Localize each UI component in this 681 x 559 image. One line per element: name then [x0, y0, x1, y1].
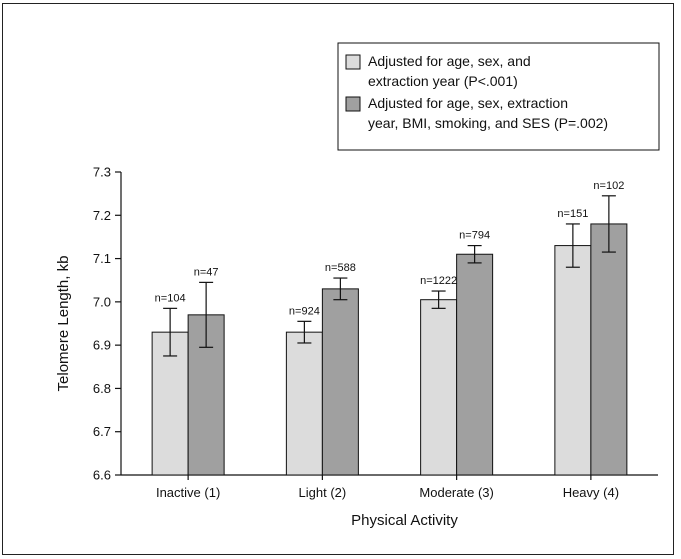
x-tick-label: Heavy (4) — [563, 485, 619, 500]
legend-box — [337, 42, 660, 151]
y-tick-label: 7.0 — [93, 294, 111, 309]
bar-2 — [590, 223, 628, 476]
y-ticks: 6.6 6.7 6.8 6.9 7.0 7.1 7.2 7.3 — [93, 165, 121, 483]
y-tick-label: 6.8 — [93, 381, 111, 396]
y-tick-label: 6.9 — [93, 338, 111, 353]
bars — [151, 223, 628, 476]
bar-1 — [420, 299, 458, 476]
legend-text: Adjusted for age, sex, extraction — [368, 95, 568, 111]
x-axis-title: Physical Activity — [351, 512, 458, 529]
y-tick-label: 6.7 — [93, 424, 111, 439]
bar-1 — [285, 331, 323, 476]
bar-2 — [321, 288, 359, 476]
legend-text: Adjusted for age, sex, and — [368, 53, 531, 69]
n-label: n=151 — [557, 208, 588, 220]
n-label: n=794 — [459, 230, 490, 242]
bar-2 — [456, 253, 494, 476]
x-tick-label: Inactive (1) — [156, 485, 220, 500]
n-label: n=588 — [325, 262, 356, 274]
y-tick-label: 7.2 — [93, 208, 111, 223]
n-label: n=104 — [155, 292, 186, 304]
n-label: n=924 — [289, 305, 320, 317]
legend-text: year, BMI, smoking, and SES (P=.002) — [368, 115, 608, 131]
bar-1 — [554, 245, 592, 476]
legend-text: extraction year (P<.001) — [368, 73, 518, 89]
n-labels: n=104 n=47 n=924 n=588 n=1222 n=794 n=151 n=102 — [155, 180, 625, 318]
legend: Adjusted for age, sex, and extraction yea… — [337, 42, 660, 151]
bar-2 — [187, 314, 225, 476]
x-tick-label: Light (2) — [299, 485, 347, 500]
y-tick-label: 6.6 — [93, 468, 111, 483]
n-label: n=47 — [194, 266, 219, 278]
legend-swatch — [345, 96, 361, 112]
legend-swatch — [345, 54, 361, 70]
n-label: n=102 — [593, 180, 624, 192]
x-tick-label: Moderate (3) — [419, 485, 493, 500]
error-bars — [163, 195, 616, 357]
y-axis-title: Telomere Length, kb — [55, 256, 72, 392]
n-label: n=1222 — [420, 275, 457, 287]
y-tick-label: 7.3 — [93, 165, 111, 180]
y-tick-label: 7.1 — [93, 251, 111, 266]
x-tick-labels: Inactive (1) Light (2) Moderate (3) Heavy (… — [156, 475, 619, 500]
